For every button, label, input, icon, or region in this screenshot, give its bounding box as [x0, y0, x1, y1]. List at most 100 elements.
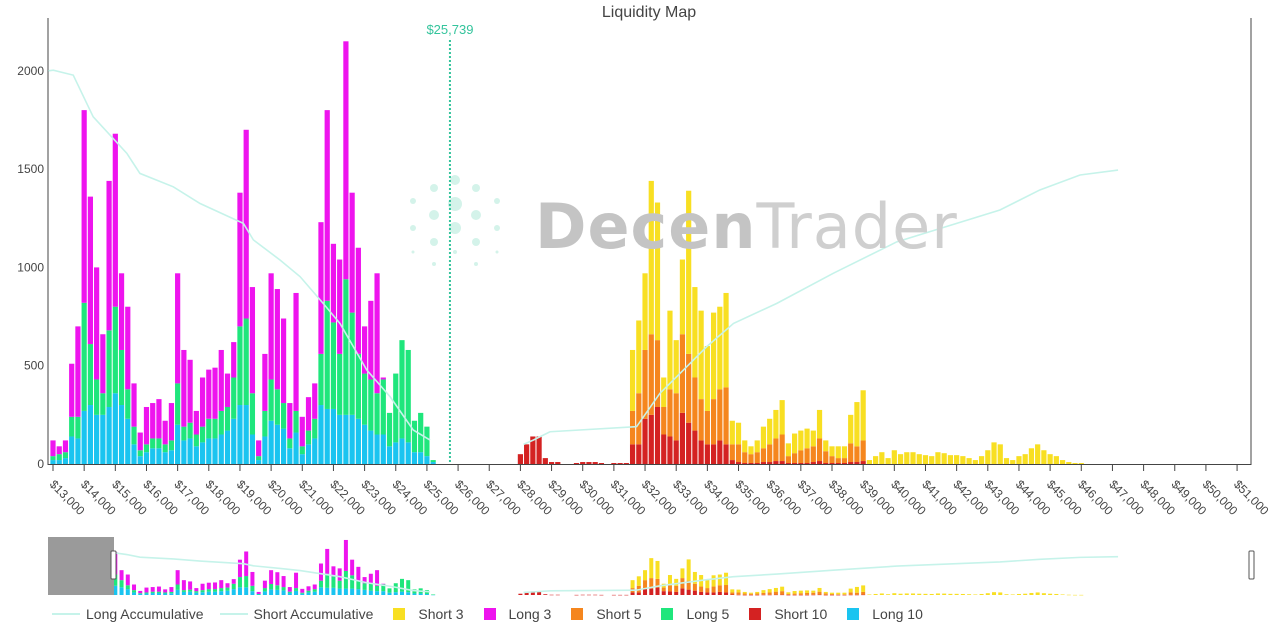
short10-bar: [729, 460, 735, 464]
short5-bar: [767, 444, 773, 463]
mini-long3-bar: [325, 548, 330, 574]
mini-long10-bar: [225, 590, 230, 595]
long5-bar: [69, 416, 75, 437]
short5-bar: [760, 448, 767, 463]
long10-bar: [268, 420, 274, 464]
mini-short5-bar: [674, 585, 679, 592]
long5-bar: [131, 426, 137, 445]
short5-bar: [829, 456, 835, 464]
mini-short10-bar: [742, 594, 747, 596]
mini-long3-bar: [156, 586, 161, 592]
mini-short3-bar: [848, 588, 853, 593]
long3-bar: [355, 247, 361, 354]
long10-bar: [218, 434, 224, 464]
long5-bar: [343, 279, 349, 415]
short5-bar: [810, 446, 816, 463]
mini-long10-bar: [387, 592, 392, 595]
long3-bar: [343, 41, 349, 280]
range-slider[interactable]: [48, 537, 1255, 596]
mini-short5-bar: [699, 586, 704, 592]
mini-short10-bar: [755, 594, 760, 596]
watermark-dot: [448, 197, 462, 211]
long3-bar: [62, 440, 69, 453]
mini-short10-bar: [661, 591, 666, 595]
mini-short10-bar: [574, 594, 579, 596]
short3-bar: [835, 446, 841, 459]
short3-bar: [985, 450, 991, 464]
long10-bar: [156, 448, 162, 464]
legend-item-long5[interactable]: Long 5: [657, 606, 729, 622]
mini-short3-bar: [798, 590, 803, 594]
short10-bar: [760, 462, 767, 464]
mini-long3-bar: [225, 583, 230, 588]
long3-bar: [224, 373, 231, 407]
short5-bar: [673, 393, 679, 441]
mini-long10-bar: [350, 588, 355, 595]
short10-bar: [841, 463, 848, 464]
legend-item-short3[interactable]: Short 3: [389, 606, 464, 622]
legend-label: Long 3: [508, 606, 552, 622]
short10-bar: [767, 462, 773, 464]
short3-bar: [792, 433, 798, 454]
long5-bar: [199, 426, 206, 443]
short5-bar: [686, 353, 692, 423]
long10-bar: [69, 436, 75, 464]
short5-bar: [804, 448, 810, 464]
mini-short3-bar: [1054, 593, 1059, 595]
legend-box-swatch: [749, 608, 762, 620]
mini-short10-bar: [692, 590, 697, 595]
short3-bar: [972, 460, 978, 464]
short5-bar: [692, 377, 698, 431]
mini-long3-bar: [337, 568, 342, 581]
mini-long3-bar: [194, 588, 199, 592]
mini-short3-bar: [923, 593, 928, 595]
legend-item-long10[interactable]: Long 10: [843, 606, 923, 622]
short5-bar: [704, 410, 710, 445]
short3-bar: [710, 312, 717, 400]
long3-bar: [212, 367, 218, 419]
short10-bar: [648, 414, 654, 464]
short3-bar: [779, 400, 785, 435]
long3-bar: [243, 129, 249, 319]
short10-bar: [792, 463, 798, 464]
mini-long5-bar: [381, 583, 386, 592]
mini-long3-bar: [256, 591, 261, 594]
mini-long5-bar: [325, 573, 330, 588]
long3-bar: [368, 300, 374, 380]
short3-bar: [1041, 450, 1047, 464]
mini-long3-bar: [237, 559, 242, 578]
mini-short10-bar: [798, 594, 803, 596]
legend-item-short-accumulative[interactable]: Short Accumulative: [219, 606, 373, 622]
mini-long3-bar: [368, 573, 373, 584]
short10-bar: [548, 462, 555, 464]
mini-long5-bar: [275, 585, 280, 590]
range-slider-handle-left[interactable]: [110, 550, 117, 580]
mini-long3-bar: [169, 587, 174, 592]
mini-short3-bar: [742, 591, 747, 594]
legend-item-long-accumulative[interactable]: Long Accumulative: [52, 606, 204, 622]
long3-bar: [287, 403, 293, 439]
mini-long10-bar: [119, 587, 124, 595]
mini-long5-bar: [163, 592, 168, 594]
mini-short10-bar: [761, 594, 766, 596]
long10-bar: [131, 444, 137, 464]
mini-long10-bar: [206, 591, 211, 595]
watermark-dot: [429, 210, 439, 220]
long3-bar: [374, 273, 380, 394]
long3-bar: [94, 267, 100, 380]
mini-short5-bar: [811, 592, 816, 595]
mini-long5-bar: [113, 574, 118, 586]
mini-short3-bar: [674, 578, 679, 586]
short3-bar: [960, 456, 966, 464]
mini-short10-bar: [823, 594, 828, 596]
long5-bar: [305, 430, 312, 445]
long10-bar: [56, 460, 62, 464]
legend-item-long3[interactable]: Long 3: [480, 606, 552, 622]
mini-short3-bar: [979, 593, 984, 595]
range-slider-handle-right[interactable]: [1248, 550, 1255, 580]
legend-item-short5[interactable]: Short 5: [567, 606, 641, 622]
mini-long5-bar: [225, 587, 230, 591]
legend-item-short10[interactable]: Short 10: [745, 606, 827, 622]
short10-bar: [536, 436, 542, 464]
mini-short3-bar: [724, 572, 729, 586]
